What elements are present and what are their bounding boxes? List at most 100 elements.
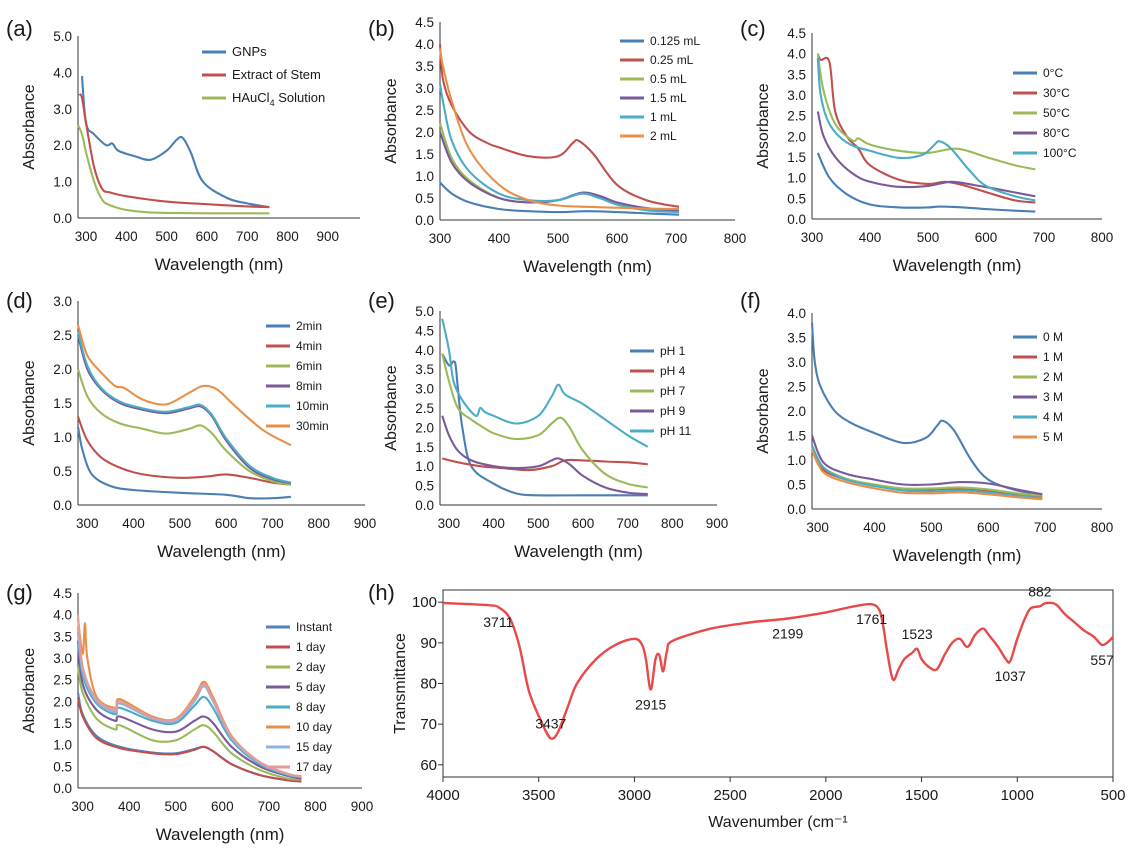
series-line-4	[816, 111, 1036, 198]
y-tick-label: 0.5	[787, 478, 806, 493]
x-tick-label: 300	[438, 516, 461, 531]
x-tick-label: 600	[215, 516, 238, 531]
legend-entry: 2min	[296, 319, 322, 333]
y-tick-label: 2.5	[53, 328, 72, 343]
panel-label: (g)	[6, 580, 33, 605]
series-line-5	[811, 444, 1043, 500]
y-tick-label: 2.0	[415, 420, 434, 435]
y-tick-label: 3.0	[787, 88, 806, 103]
x-tick-label: 400	[482, 516, 505, 531]
y-tick-label: 4.5	[787, 26, 806, 41]
legend: pH 1 pH 4 pH 7 pH 9 pH 11	[630, 344, 691, 438]
legend-entry: 2 M	[1043, 370, 1063, 384]
legend-entry: 5 M	[1043, 430, 1063, 444]
y-tick-label: 2.0	[787, 129, 806, 144]
series-line-3	[76, 666, 302, 781]
y-tick-label: 2.5	[53, 673, 72, 688]
x-tick-label: 800	[1091, 520, 1114, 535]
series-line-2	[76, 696, 302, 783]
series-line-1	[442, 601, 1114, 740]
x-axis-label: Wavelength (nm)	[523, 257, 652, 276]
legend: 2min 4min 6min 8min 10min 30min	[266, 319, 329, 433]
y-tick-label: 4.0	[53, 608, 72, 623]
panel-a: 300 400 500 600 700 800 900 0.0 1.0 2.0 3.0 4.0 5.0 W…	[6, 16, 360, 274]
y-tick-label: 2.0	[53, 694, 72, 709]
series-line-1	[816, 152, 1036, 213]
x-tick-label: 2500	[713, 787, 746, 804]
legend-entry: 30min	[296, 419, 329, 433]
x-tick-label: 600	[606, 231, 629, 246]
x-tick-label: 700	[1034, 520, 1057, 535]
panel-label: (d)	[6, 288, 33, 313]
legend: 0°C 30°C 50°C 80°C 100°C	[1013, 66, 1077, 160]
y-tick-label: 3.5	[415, 362, 434, 377]
y-tick-label: 1.0	[787, 171, 806, 186]
series-line-5	[816, 57, 1036, 202]
legend-entry: HAuCl4 Solution	[232, 90, 325, 108]
x-tick-label: 800	[1091, 230, 1114, 245]
peak-annotation: 1037	[995, 668, 1026, 684]
y-tick-label: 5.0	[53, 29, 72, 44]
x-tick-label: 800	[724, 231, 747, 246]
x-axis-label: Wavenumber (cm⁻¹	[708, 814, 847, 831]
y-tick-label: 5.0	[415, 304, 434, 319]
y-tick-label: 1.0	[53, 175, 72, 190]
series-line-4	[76, 640, 302, 780]
y-tick-label: 1.0	[787, 453, 806, 468]
y-tick-label: 4.5	[415, 15, 434, 30]
panel-g: 300 400 500 600 700 800 900 0.0 0.5 1.0 1.5 2.0 2.5 3…	[6, 580, 373, 844]
legend-entry: 4min	[296, 339, 322, 353]
y-tick-label: 1.0	[53, 738, 72, 753]
series-line-2	[441, 457, 648, 472]
legend-entry: 2 mL	[650, 129, 677, 143]
series-line-2	[438, 43, 680, 208]
legend-entry: Instant	[296, 620, 333, 634]
y-axis-label: Absorbance	[21, 360, 38, 445]
series-line-2	[77, 416, 292, 486]
series-line-5	[76, 631, 302, 779]
x-axis-label: Wavelength (nm)	[155, 255, 284, 274]
peak-annotation: 3711	[483, 614, 513, 630]
x-tick-label: 900	[317, 229, 340, 244]
y-tick-label: 70	[420, 716, 437, 733]
x-axis-label: Wavelength (nm)	[893, 256, 1022, 275]
legend-entry: 5 day	[296, 680, 325, 694]
y-tick-label: 4.0	[415, 37, 434, 52]
y-tick-label: 1.5	[787, 429, 806, 444]
legend-entry: 15 day	[296, 740, 332, 754]
x-tick-label: 300	[806, 520, 829, 535]
series-line-1	[76, 426, 292, 500]
panel-c: 300 400 500 600 700 800 0.0 0.5 1.0 1.5 2.0 2.5 3.0 3…	[740, 16, 1113, 275]
y-tick-label: 0.5	[415, 479, 434, 494]
series-line-1	[441, 353, 648, 497]
legend-entry: 1 day	[296, 640, 325, 654]
y-axis-label: Transmittance	[392, 633, 409, 734]
y-tick-label: 4.0	[415, 343, 434, 358]
x-tick-label: 500	[1100, 787, 1125, 804]
peak-annotation: 557	[1090, 652, 1114, 668]
x-tick-label: 600	[572, 516, 595, 531]
legend-entry: 0.5 mL	[650, 72, 687, 86]
y-tick-label: 1.0	[415, 169, 434, 184]
x-tick-label: 1500	[905, 787, 938, 804]
panel-e: 300 400 500 600 700 800 900 0.0 0.5 1.0 1.5 2.0 2.5 3…	[368, 288, 728, 561]
legend-entry: 50°C	[1043, 106, 1070, 120]
x-tick-label: 400	[488, 231, 511, 246]
legend-entry: pH 1	[660, 344, 686, 358]
x-tick-label: 500	[917, 230, 940, 245]
x-tick-label: 300	[71, 799, 94, 814]
y-tick-label: 4.0	[787, 306, 806, 321]
x-tick-label: 300	[429, 231, 452, 246]
x-tick-label: 3500	[522, 787, 555, 804]
series-line-6	[811, 449, 1043, 501]
x-tick-label: 800	[304, 799, 327, 814]
y-axis-label: Absorbance	[383, 365, 400, 450]
y-tick-label: 3.0	[787, 355, 806, 370]
legend: 0.125 mL 0.25 mL 0.5 mL 1.5 mL 1 mL 2 mL	[620, 34, 700, 143]
legend-entry: Extract of Stem	[232, 67, 321, 82]
legend-entry: 2 day	[296, 660, 325, 674]
series-line-6	[76, 324, 292, 447]
peak-annotation: 882	[1028, 583, 1052, 599]
y-tick-label: 3.5	[787, 331, 806, 346]
